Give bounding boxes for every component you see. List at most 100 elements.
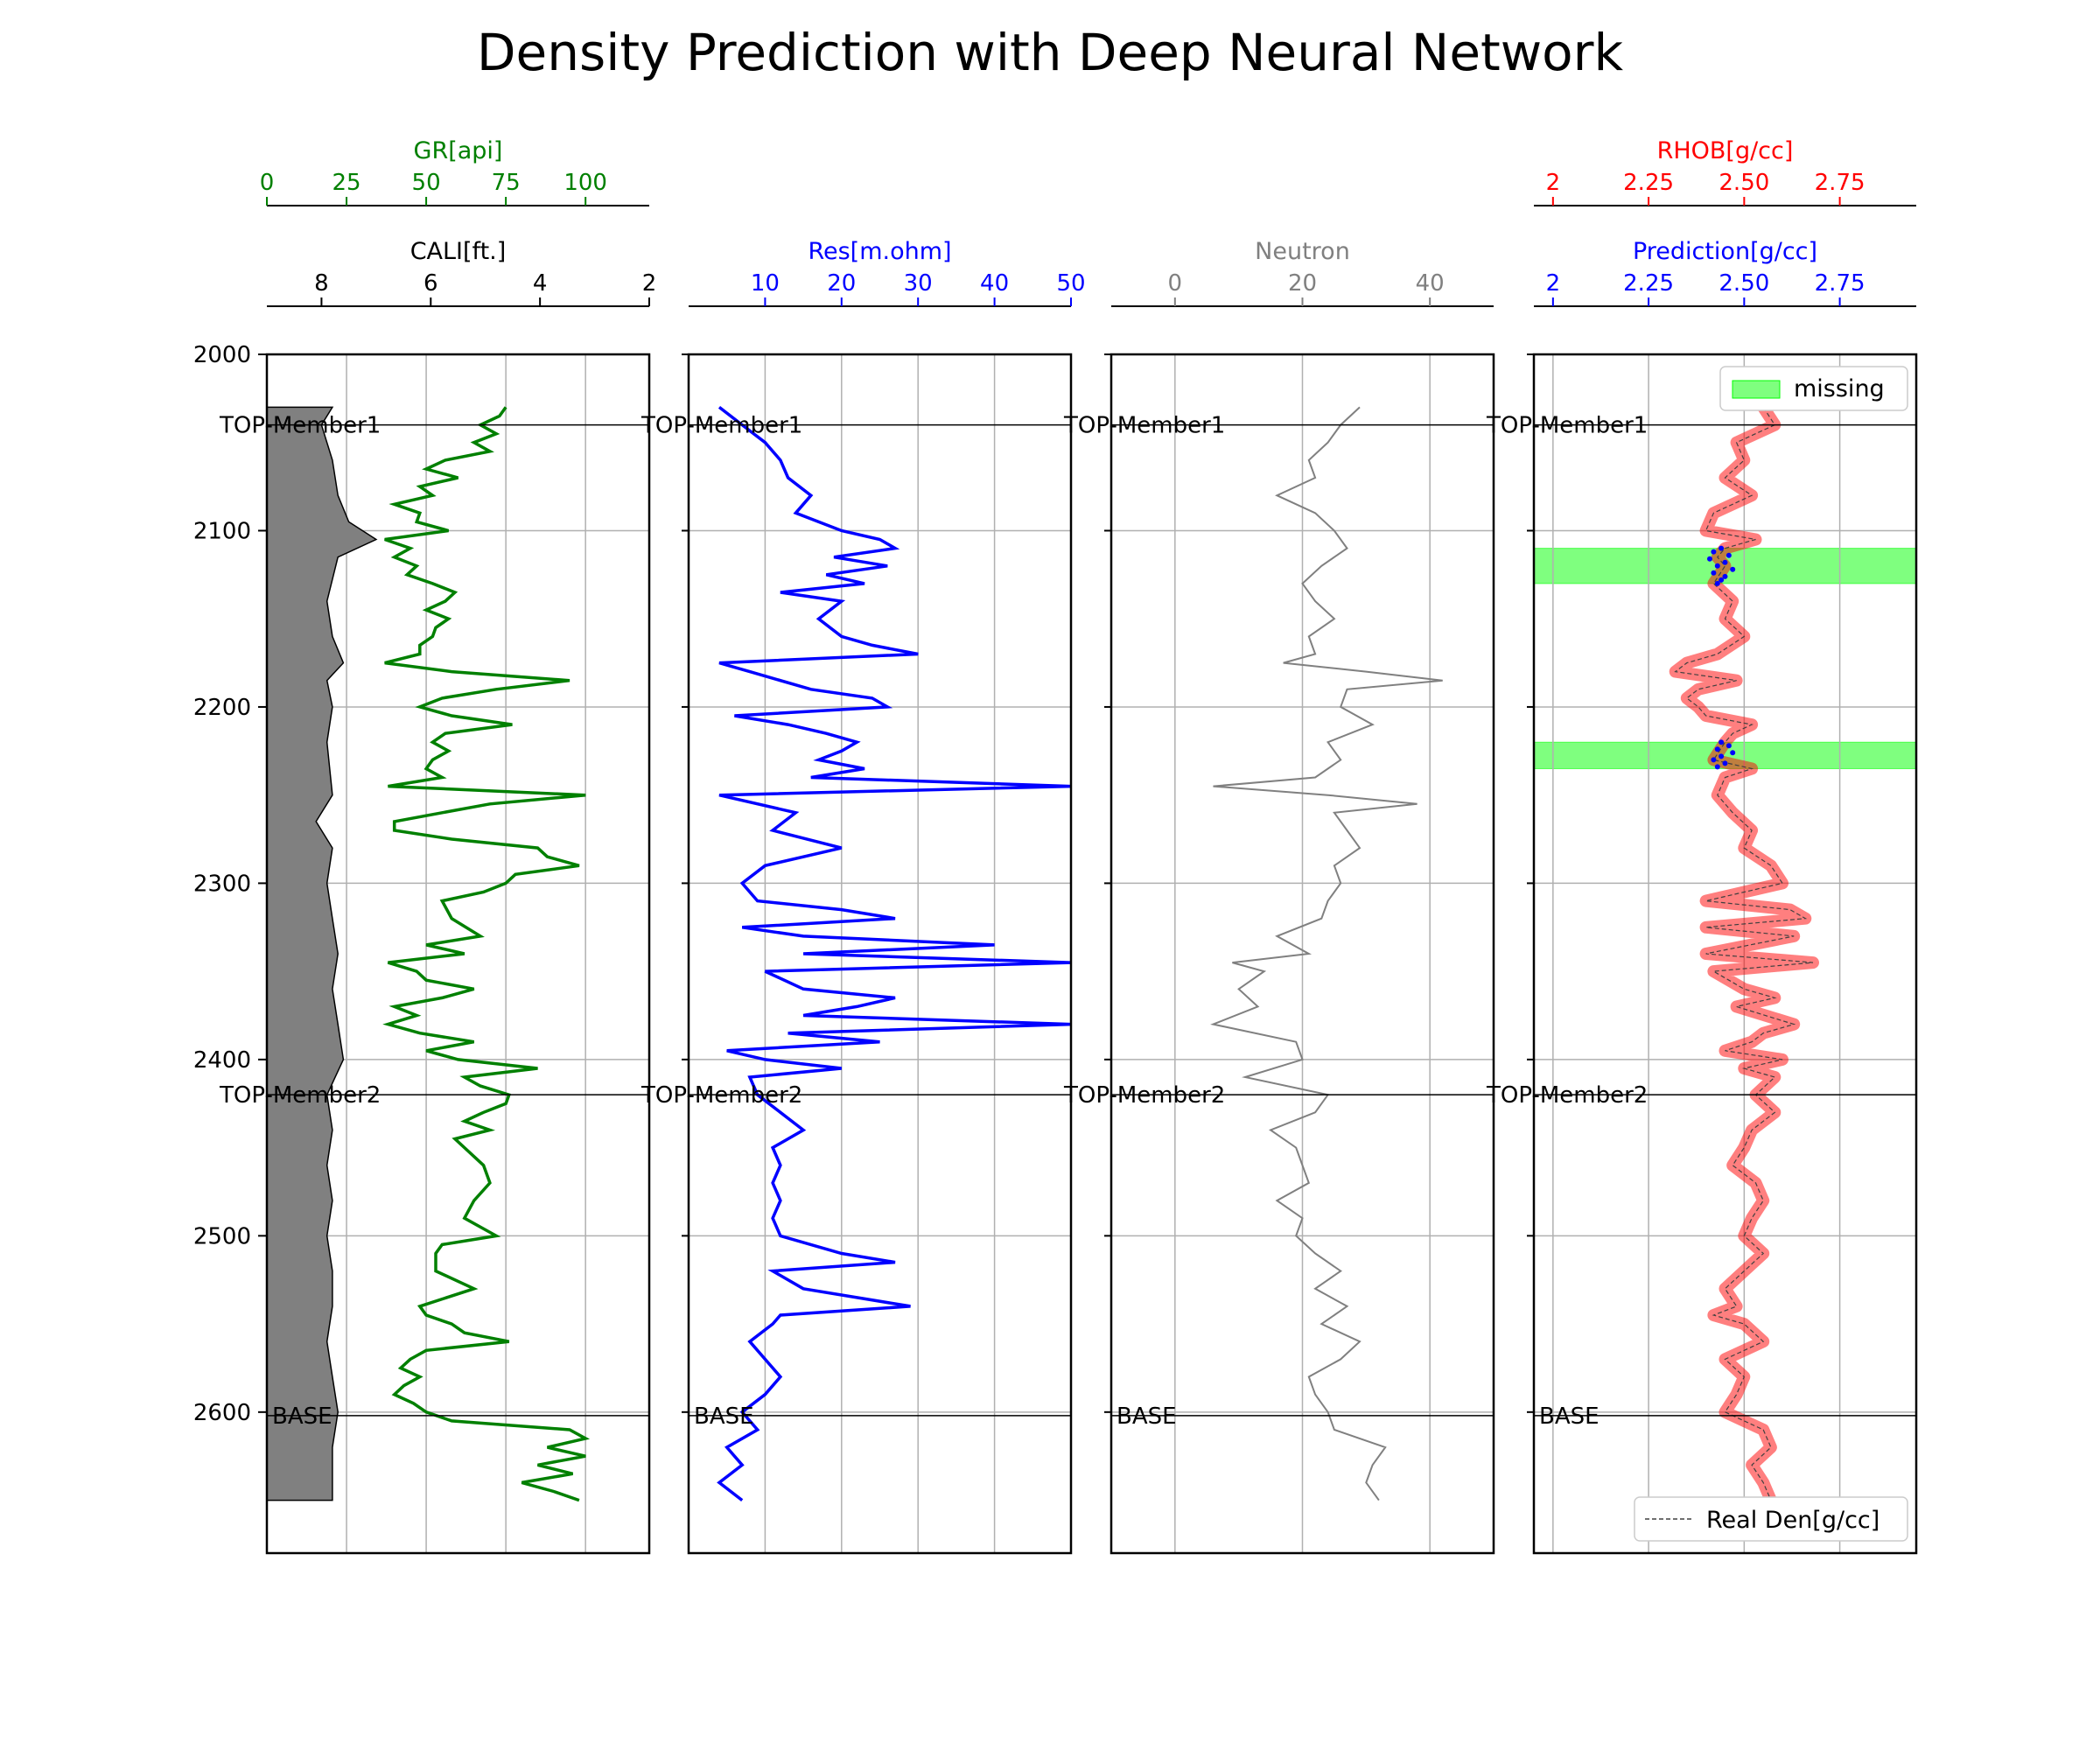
real-den-curve [1674, 407, 1814, 1501]
gr-curve [382, 406, 591, 1502]
prediction-point [1711, 757, 1717, 763]
prediction-point [1718, 739, 1725, 746]
track-4: 2 2.25 2.50 2.75 Prediction[g/cc] 2 2.25 2.50 2.… [1486, 137, 1918, 1555]
chart-title: Density Prediction with Deep Neural Netw… [477, 23, 1624, 82]
legend-frame [1634, 1496, 1908, 1542]
cali-fill-area [267, 406, 378, 1502]
track-frame [1110, 353, 1495, 1555]
rhob-axis-label: RHOB[g/cc] [1657, 137, 1794, 164]
axis-tick-label: 8 [314, 270, 329, 297]
prediction-point [1730, 566, 1736, 572]
track-frame [687, 353, 1073, 1555]
prediction-point [1726, 552, 1732, 558]
neutron-curve [1210, 406, 1443, 1502]
prediction-axis-label: Prediction[g/cc] [1633, 238, 1817, 265]
prediction-point [1718, 545, 1725, 551]
formation-top-label: BASE [694, 1404, 754, 1430]
axis-tick-label: 50 [1056, 270, 1085, 297]
axis-tick-label: 10 [751, 270, 780, 297]
formation-top-label: TOP-Member2 [219, 1082, 381, 1109]
track-2: 10 20 30 40 50 Res[m.ohm] TOP-Member1 TOP-Membe… [640, 238, 1086, 1555]
depth-tick-label: 2600 [193, 1400, 251, 1426]
depth-tick-label: 2400 [193, 1047, 251, 1074]
axis-tick-label: 2.75 [1815, 170, 1866, 196]
prediction-point [1714, 563, 1720, 569]
depth-tick-label: 2000 [193, 342, 251, 368]
axis-tick-label: 30 [904, 270, 933, 297]
axis-tick-label: 4 [533, 270, 548, 297]
formation-top-label: TOP-Member1 [219, 413, 381, 439]
neutron-axis: 0 20 40 Neutron [1111, 238, 1494, 307]
gr-axis-label: GR[api] [414, 137, 503, 164]
gr-axis: 0 25 50 75 100 GR[api] [260, 137, 649, 206]
prediction-point [1730, 750, 1736, 756]
prediction-point [1726, 743, 1732, 749]
axis-tick-label: 2.50 [1718, 170, 1769, 196]
axis-tick-label: 6 [424, 270, 438, 297]
depth-axis: 2000 2100 2200 2300 2400 2500 2600 [193, 342, 267, 1426]
legend-frame [1719, 366, 1908, 411]
axis-tick-label: 25 [332, 170, 360, 196]
axis-tick-label: 20 [827, 270, 856, 297]
res-axis-label: Res[m.ohm] [808, 238, 951, 265]
legend-real-den: Real Den[g/cc] [1634, 1496, 1908, 1542]
legend-label: missing [1794, 375, 1885, 402]
prediction-point [1707, 556, 1712, 562]
res-axis: 10 20 30 40 50 Res[m.ohm] [689, 238, 1086, 307]
axis-tick-label: 40 [980, 270, 1009, 297]
prediction-point [1711, 549, 1717, 555]
rhob-axis: 2 2.25 2.50 2.75 RHOB[g/cc] [1534, 137, 1916, 206]
cali-axis-label: CALI[ft.] [410, 238, 507, 265]
prediction-point [1714, 764, 1720, 770]
axis-tick-label: 2.50 [1718, 270, 1769, 297]
formation-top-label: TOP-Member2 [640, 1082, 802, 1109]
formation-top-label: TOP-Member1 [1486, 413, 1648, 439]
legend-missing: missing [1719, 366, 1908, 411]
res-curve [717, 406, 1071, 1502]
axis-tick-label: 20 [1288, 270, 1317, 297]
axis-tick-label: 2 [1546, 270, 1561, 297]
legend-swatch [1732, 380, 1781, 399]
track-frame [265, 353, 651, 1555]
depth-tick-label: 2200 [193, 695, 251, 721]
depth-tick-label: 2500 [193, 1223, 251, 1250]
axis-tick-label: 75 [492, 170, 521, 196]
formation-top-label: TOP-Member1 [640, 413, 802, 439]
cali-axis: 8 6 4 2 CALI[ft.] [267, 238, 657, 307]
formation-top-label: TOP-Member2 [1486, 1082, 1648, 1109]
prediction-axis: 2 2.25 2.50 2.75 Prediction[g/cc] [1534, 238, 1916, 307]
axis-tick-label: 2.25 [1623, 270, 1674, 297]
axis-tick-label: 2.75 [1815, 270, 1866, 297]
neutron-axis-label: Neutron [1255, 238, 1350, 265]
prediction-point [1711, 570, 1717, 576]
axis-tick-label: 100 [564, 170, 607, 196]
track-plot-area [689, 354, 1071, 1553]
axis-tick-label: 2 [1546, 170, 1561, 196]
axis-tick-label: 0 [260, 170, 275, 196]
legend-label: Real Den[g/cc] [1706, 1507, 1880, 1534]
prediction-point [1714, 580, 1720, 586]
track-frame [1532, 353, 1918, 1555]
track-plot-area [267, 354, 649, 1553]
depth-tick-label: 2100 [193, 518, 251, 544]
axis-tick-label: 2.25 [1623, 170, 1674, 196]
formation-top-label: BASE [1539, 1404, 1600, 1430]
axis-tick-label: 2 [642, 270, 657, 297]
prediction-point [1722, 573, 1728, 579]
depth-tick-label: 2300 [193, 871, 251, 897]
track-1: 8 6 4 2 CALI[ft.] 0 25 50 75 100 GR[api] TOP-Member… [219, 137, 657, 1555]
track-plot-area [1534, 354, 1916, 1553]
formation-top-label: TOP-Member2 [1063, 1082, 1225, 1109]
formation-top-label: TOP-Member1 [1063, 413, 1225, 439]
formation-top-label: BASE [1116, 1404, 1177, 1430]
axis-tick-label: 50 [412, 170, 441, 196]
prediction-point [1714, 746, 1720, 752]
prediction-point [1718, 577, 1725, 583]
prediction-point [1722, 760, 1728, 766]
prediction-point [1718, 753, 1725, 760]
axis-tick-label: 0 [1168, 270, 1183, 297]
prediction-point [1722, 559, 1728, 565]
axis-tick-label: 40 [1416, 270, 1445, 297]
